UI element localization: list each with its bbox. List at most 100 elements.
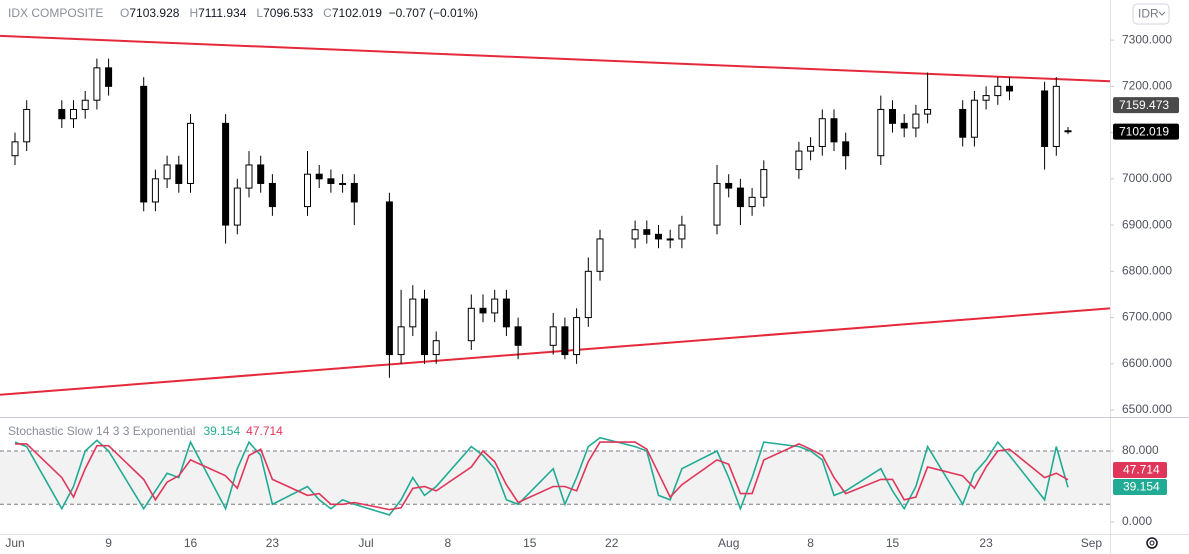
candle-body — [175, 164, 183, 184]
candle-body — [807, 145, 815, 152]
x-tick-label: 23 — [979, 536, 993, 550]
candle-body — [830, 118, 838, 143]
x-tick-label: 8 — [445, 536, 452, 550]
y-tick-label: 6700.000 — [1122, 310, 1172, 324]
indicator-value: 39.154 — [203, 424, 240, 438]
candle-body — [93, 67, 101, 101]
candle-body — [467, 307, 475, 342]
candle-body — [713, 182, 721, 226]
value-label-box — [1113, 462, 1167, 478]
y-tick-label: 6600.000 — [1122, 356, 1172, 370]
symbol: IDX COMPOSITE — [8, 6, 104, 20]
stoch-line — [15, 441, 1069, 511]
x-tick-label: 8 — [807, 536, 814, 550]
candle-body — [479, 307, 487, 314]
ohlc-key: C — [323, 6, 332, 20]
ohlc-key: H — [189, 6, 199, 20]
price-label: 7159.473 — [1119, 98, 1169, 112]
ohlc-key: O — [120, 6, 130, 20]
candle-body — [584, 270, 592, 319]
currency-button[interactable] — [1132, 3, 1170, 25]
value-label: 39.154 — [1123, 480, 1160, 494]
change: −0.707 (−0.01%) — [388, 6, 478, 20]
legend-header: IDX COMPOSITE O7103.928 H7111.934 L7096.… — [8, 6, 478, 20]
candle-body — [1041, 90, 1049, 147]
candle-body — [970, 99, 978, 138]
x-tick-label: 22 — [605, 536, 619, 550]
settings-icon[interactable] — [1146, 537, 1158, 549]
candle-body — [842, 141, 850, 157]
candle-body — [69, 108, 77, 120]
candle-body — [140, 85, 148, 203]
x-tick-label: 16 — [184, 536, 198, 550]
candle-body — [23, 108, 31, 143]
indicator-title: Stochastic Slow 14 3 3 Exponential — [8, 424, 195, 438]
price-label-box — [1113, 97, 1179, 114]
trendline — [0, 307, 1110, 396]
candle-body — [350, 182, 358, 203]
candle-body — [561, 326, 569, 356]
candle-body — [573, 317, 581, 356]
value-label: 47.714 — [1123, 463, 1160, 477]
candle-body — [233, 187, 241, 226]
ohlc-value: 7103.928 — [129, 6, 180, 20]
candle-body — [11, 141, 19, 157]
candle-body — [736, 187, 744, 208]
candle-body — [1064, 130, 1072, 133]
y-tick-label: 80.000 — [1122, 443, 1159, 457]
candle-body — [900, 122, 908, 129]
candle-body — [151, 178, 159, 203]
candle-body — [596, 238, 604, 272]
candle-body — [725, 182, 733, 189]
y-tick-label: 6800.000 — [1122, 263, 1172, 277]
candle-body — [959, 108, 967, 138]
y-tick-label: 0.000 — [1122, 514, 1152, 528]
indicator-value: 47.714 — [246, 424, 283, 438]
candle-body — [81, 99, 89, 110]
x-tick-label: 9 — [105, 536, 112, 550]
y-tick-label: 7300.000 — [1122, 32, 1172, 46]
candle-body — [654, 233, 662, 240]
candle-body — [912, 113, 920, 129]
ohlc-value: 7111.934 — [198, 6, 247, 20]
candle-body — [397, 326, 405, 356]
candle-body — [502, 298, 510, 328]
ohlc-key: L — [256, 6, 264, 20]
candle-body — [666, 238, 674, 241]
candle-body — [631, 229, 639, 240]
x-tick-label: Jul — [358, 536, 373, 550]
y-tick-label: 7000.000 — [1122, 171, 1172, 185]
x-tick-label: Sep — [1081, 536, 1103, 550]
band-fill — [0, 450, 1110, 505]
candle-body — [245, 164, 253, 189]
candle-body — [1052, 85, 1060, 147]
candle-body — [432, 340, 440, 356]
stoch-line — [14, 436, 1069, 516]
price-label: 7102.019 — [1119, 124, 1169, 138]
x-tick-label: 15 — [523, 536, 537, 550]
trendline — [0, 34, 1110, 83]
candle-body — [268, 182, 276, 208]
candle-body — [222, 122, 230, 226]
candle-body — [385, 201, 393, 356]
candle-body — [257, 164, 265, 184]
candle-body — [58, 108, 66, 120]
candle-body — [315, 173, 323, 180]
candle-body — [818, 118, 826, 147]
x-tick-label: 23 — [266, 536, 280, 550]
candle-body — [105, 67, 113, 87]
currency: IDR — [1138, 7, 1159, 21]
candle-body — [994, 85, 1002, 97]
candle-body — [409, 298, 417, 328]
candle-body — [514, 326, 522, 346]
candle-body — [491, 298, 499, 314]
price-pane — [0, 34, 1110, 396]
candle-body — [303, 173, 311, 208]
y-tick-label: 6500.000 — [1122, 402, 1172, 416]
y-tick-label: 6900.000 — [1122, 217, 1172, 231]
value-label-box — [1113, 479, 1167, 495]
candle-body — [549, 326, 557, 346]
candle-body — [888, 108, 896, 124]
